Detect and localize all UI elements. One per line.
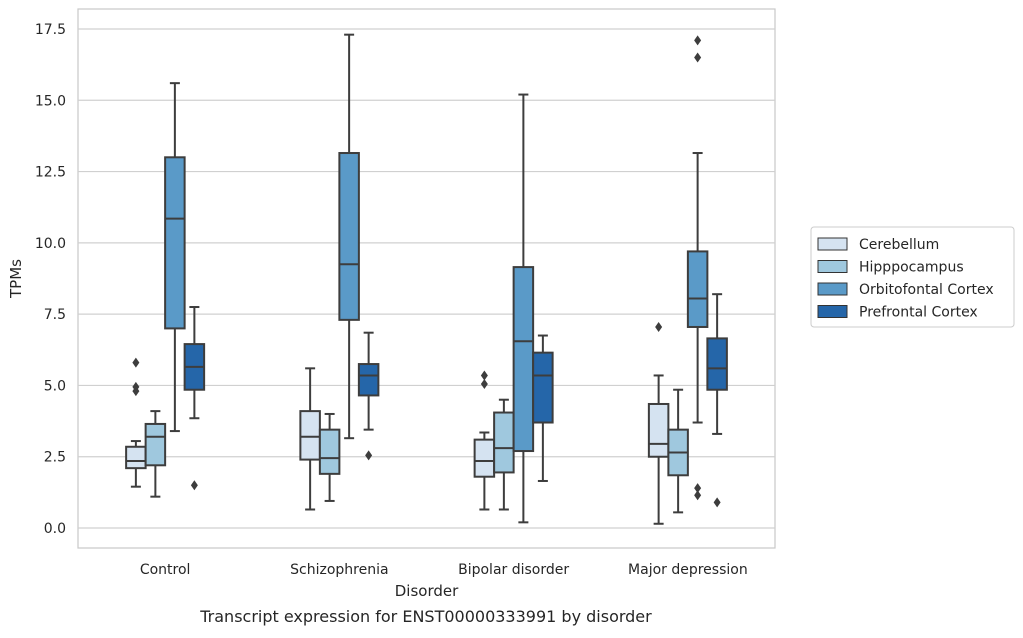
box-cerebellum [473,370,496,511]
y-tick-label: 10.0 [35,236,66,252]
y-tick-labels: 0.0 2.5 5.0 7.5 10.0 12.5 15.0 17.5 [35,22,66,537]
legend-item: Hipppocampus [817,260,964,276]
category-group [125,82,206,498]
iqr-box [706,337,728,391]
category-group [299,33,380,511]
x-tick-label: Schizophrenia [290,562,388,578]
box-prefrontal-cortex [532,334,554,482]
y-axis-label: TPMs [7,259,25,299]
y-tick-label: 17.5 [35,22,66,38]
outlier-point [713,497,721,508]
outlier-point [655,321,663,332]
legend-label: Cerebellum [859,237,939,253]
legend-swatch [817,282,848,296]
x-tick-label: Control [140,562,191,578]
legend-item: Prefrontal Cortex [817,305,978,321]
iqr-box [164,156,186,330]
legend-frame [810,226,1015,328]
y-tick-label: 15.0 [35,93,66,109]
box-orbitofontal-cortex [512,93,535,524]
box-orbitofontal-cortex [164,82,186,433]
outlier-point [480,370,488,381]
outlier-point [132,357,140,368]
y-tick-label: 0.0 [44,521,66,537]
iqr-box [532,351,554,424]
x-tick-label: Major depression [628,562,748,578]
outlier-point [694,490,702,501]
box-prefrontal-cortex [183,306,206,491]
chart-caption: Transcript expression for ENST0000033399… [199,607,652,626]
iqr-box [647,402,670,458]
box-hipppocampus [318,412,341,502]
legend: Cerebellum Hipppocampus Orbitofontal Corte… [810,226,1015,328]
box-hipppocampus [667,388,689,514]
outlier-point [365,450,373,461]
legend-label: Prefrontal Cortex [859,305,978,321]
iqr-box [686,250,709,328]
outlier-point [190,480,198,491]
box-cerebellum [647,321,670,525]
outlier-point [694,483,702,494]
legend-swatch [817,305,848,318]
x-axis-label: Disorder [395,582,459,600]
iqr-box [493,411,515,474]
box-orbitofontal-cortex [338,33,360,440]
legend-label: Hipppocampus [859,260,964,276]
iqr-box [512,266,535,453]
iqr-box [144,422,167,467]
box-cerebellum [125,357,147,488]
x-tick-labels: Control Schizophrenia Bipolar disorder Majo… [140,562,748,578]
x-tick-label: Bipolar disorder [458,562,569,578]
outlier-point [694,35,702,46]
legend-label: Orbitofontal Cortex [859,282,994,298]
legend-item: Cerebellum [817,237,939,253]
iqr-box [357,363,380,397]
box-hipppocampus [144,410,167,498]
category-group [473,93,554,524]
iqr-box [338,152,360,321]
iqr-box [318,428,341,475]
legend-swatch [817,237,848,251]
outlier-point [132,386,140,397]
box-prefrontal-cortex [706,293,728,508]
box-groups [125,33,728,525]
category-group [647,35,728,525]
legend-swatch [817,260,848,273]
iqr-box [125,445,147,470]
y-tick-label: 5.0 [44,378,66,394]
outlier-point [480,379,488,390]
y-tick-label: 7.5 [44,307,66,323]
outlier-point [694,52,702,63]
box-prefrontal-cortex [357,331,380,461]
y-tick-label: 2.5 [44,450,66,466]
iqr-box [473,438,496,478]
iqr-box [299,410,321,461]
y-tick-label: 12.5 [35,165,66,181]
box-orbitofontal-cortex [686,35,709,501]
legend-item: Orbitofontal Cortex [817,282,994,298]
